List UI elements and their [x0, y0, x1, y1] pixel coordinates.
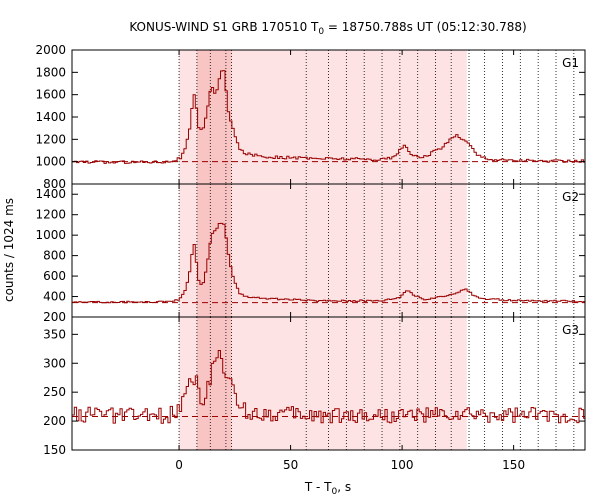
y-axis-label: counts / 1024 ms [2, 198, 16, 302]
x-axis-label: T - T0, s [304, 480, 351, 497]
light-curve-g1 [72, 70, 585, 164]
x-tick-label: 100 [391, 458, 414, 472]
light-curve-g3 [72, 350, 585, 424]
panel-frame [71, 316, 586, 451]
y-tick-label: 2000 [35, 43, 66, 57]
y-tick-label: 1800 [35, 65, 66, 79]
y-tick-label: 150 [43, 443, 66, 457]
y-tick-label: 300 [43, 356, 66, 370]
panel-g2: 200 400 600 800 1000 1200 1400 G2 [35, 183, 586, 324]
y-tick-label: 200 [43, 310, 66, 324]
x-tick-label: 150 [502, 458, 525, 472]
y-tick-label: 600 [43, 269, 66, 283]
panel-g1: 800 1000 1200 1400 1600 1800 2000 G1 [35, 43, 586, 191]
y-tick-label: 800 [43, 249, 66, 263]
panel-g3: 150 200 250 300 350 G3 [43, 316, 586, 457]
chart-title: KONUS-WIND S1 GRB 170510 T0 = 18750.788s… [129, 20, 526, 37]
y-tick-label: 400 [43, 290, 66, 304]
x-tick-label: 0 [175, 458, 183, 472]
y-tick-label: 1400 [35, 110, 66, 124]
y-tick-label: 1400 [35, 187, 66, 201]
y-tick-label: 1200 [35, 208, 66, 222]
y-tick-label: 800 [43, 177, 66, 191]
y-tick-label: 1000 [35, 228, 66, 242]
y-tick-label: 350 [43, 327, 66, 341]
panel-label-g1: G1 [562, 56, 579, 70]
y-tick-label: 1000 [35, 155, 66, 169]
y-tick-label: 250 [43, 385, 66, 399]
light-curve-g2 [72, 222, 585, 304]
panel-label-g2: G2 [562, 190, 579, 204]
y-tick-label: 200 [43, 414, 66, 428]
x-tick-label: 50 [283, 458, 298, 472]
y-tick-label: 1200 [35, 132, 66, 146]
panel-label-g3: G3 [562, 323, 579, 337]
y-tick-label: 1600 [35, 88, 66, 102]
